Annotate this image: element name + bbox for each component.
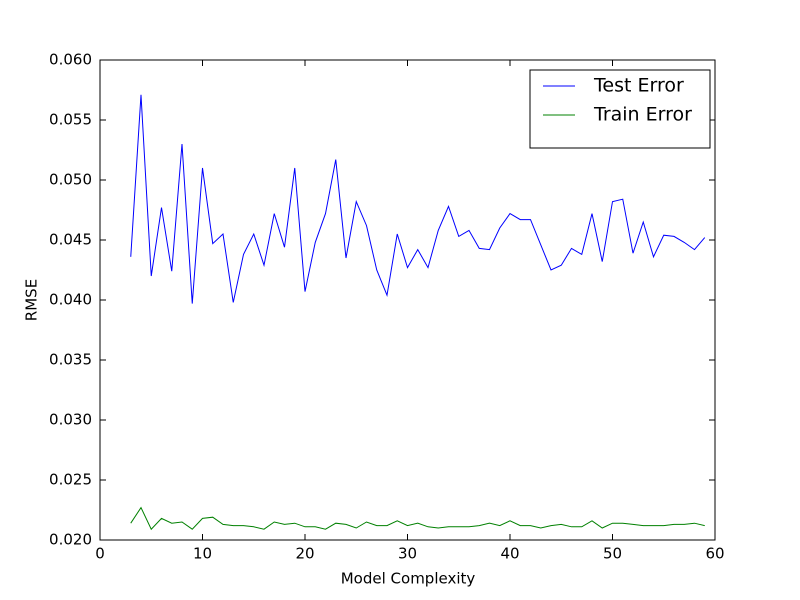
x-tick-label: 30 xyxy=(398,545,417,563)
y-tick-label: 0.055 xyxy=(49,111,92,129)
y-tick-label: 0.025 xyxy=(49,471,92,489)
x-axis-label: Model Complexity xyxy=(341,570,476,588)
series-line xyxy=(130,94,706,304)
y-tick-label: 0.045 xyxy=(49,231,92,249)
y-tick-label: 0.060 xyxy=(49,51,92,69)
x-tick-label: 40 xyxy=(500,545,519,563)
x-tick-label: 0 xyxy=(95,545,105,563)
legend-label: Train Error xyxy=(593,104,692,126)
x-tick-label: 20 xyxy=(295,545,314,563)
x-tick-label: 10 xyxy=(193,545,212,563)
y-tick-label: 0.050 xyxy=(49,171,92,189)
legend-box xyxy=(529,69,711,149)
x-tick-label: 50 xyxy=(603,545,622,563)
y-axis-label: RMSE xyxy=(23,279,41,321)
y-tick-label: 0.030 xyxy=(49,411,92,429)
y-tick-label: 0.040 xyxy=(49,291,92,309)
x-tick-label: 60 xyxy=(705,545,724,563)
legend-label: Test Error xyxy=(593,75,684,97)
series-line xyxy=(130,506,705,531)
y-tick-label: 0.035 xyxy=(49,351,92,369)
y-tick-label: 0.020 xyxy=(49,531,92,549)
